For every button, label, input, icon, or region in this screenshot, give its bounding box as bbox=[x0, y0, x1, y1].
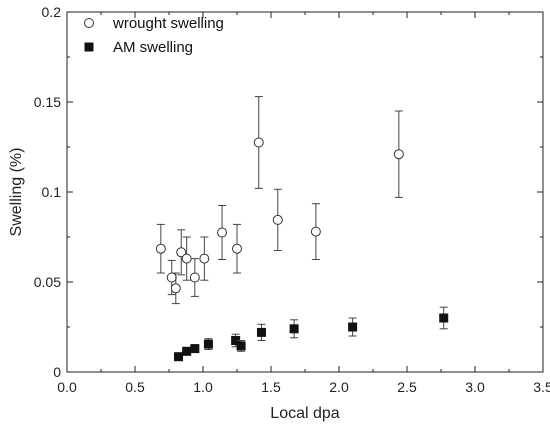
y-tick-label: 0 bbox=[53, 364, 61, 380]
x-tick-label: 1.5 bbox=[261, 379, 281, 395]
y-tick-label: 0.2 bbox=[42, 4, 62, 20]
data-series bbox=[155, 96, 449, 362]
x-axis-title: Local dpa bbox=[270, 405, 339, 422]
legend-label-am: AM swelling bbox=[113, 39, 193, 56]
x-tick-label: 3.5 bbox=[533, 379, 550, 395]
am-point bbox=[348, 322, 358, 332]
plot-frame bbox=[66, 11, 544, 373]
series-wrought bbox=[155, 96, 404, 305]
am-point bbox=[439, 313, 449, 323]
wrought-point bbox=[253, 137, 264, 148]
x-tick-label: 0.5 bbox=[125, 379, 145, 395]
wrought-point bbox=[217, 227, 228, 238]
wrought-point bbox=[170, 283, 181, 294]
wrought-point bbox=[176, 247, 187, 258]
legend: wrought swelling AM swelling bbox=[84, 15, 224, 56]
x-tick-label: 2.0 bbox=[329, 379, 349, 395]
y-tick-label: 0.05 bbox=[34, 274, 61, 290]
wrought-point bbox=[310, 226, 321, 237]
wrought-point bbox=[189, 272, 200, 283]
y-axis-title: Swelling (%) bbox=[8, 148, 25, 237]
x-tick-label: 0.0 bbox=[57, 379, 77, 395]
wrought-point bbox=[199, 253, 210, 264]
wrought-point bbox=[232, 243, 242, 254]
am-point bbox=[190, 344, 200, 354]
am-point bbox=[289, 324, 299, 334]
x-tick-label: 3.0 bbox=[465, 379, 485, 395]
y-tick-label: 0.15 bbox=[34, 94, 61, 110]
am-point bbox=[231, 336, 241, 345]
am-point bbox=[256, 327, 266, 337]
wrought-point bbox=[272, 214, 283, 225]
am-point bbox=[174, 352, 184, 362]
x-tick-label: 2.5 bbox=[397, 379, 417, 395]
am-point bbox=[203, 339, 213, 349]
wrought-point bbox=[393, 149, 404, 160]
am-point bbox=[182, 346, 192, 356]
wrought-point bbox=[181, 253, 192, 264]
legend-marker-wrought bbox=[84, 18, 94, 28]
am-point bbox=[236, 341, 246, 351]
y-tick-label: 0.1 bbox=[42, 184, 62, 200]
legend-marker-am bbox=[84, 42, 94, 52]
wrought-point bbox=[166, 272, 177, 283]
legend-label-wrought: wrought swelling bbox=[112, 15, 224, 32]
x-tick-label: 1.0 bbox=[193, 379, 213, 395]
series-am bbox=[174, 306, 449, 362]
wrought-point bbox=[155, 243, 166, 254]
axis-ticks: 0.0 0.5 1.0 1.5 2.0 2.5 3.0 3.5 0 0.05 0.1 0.15 0.2 bbox=[34, 4, 550, 395]
